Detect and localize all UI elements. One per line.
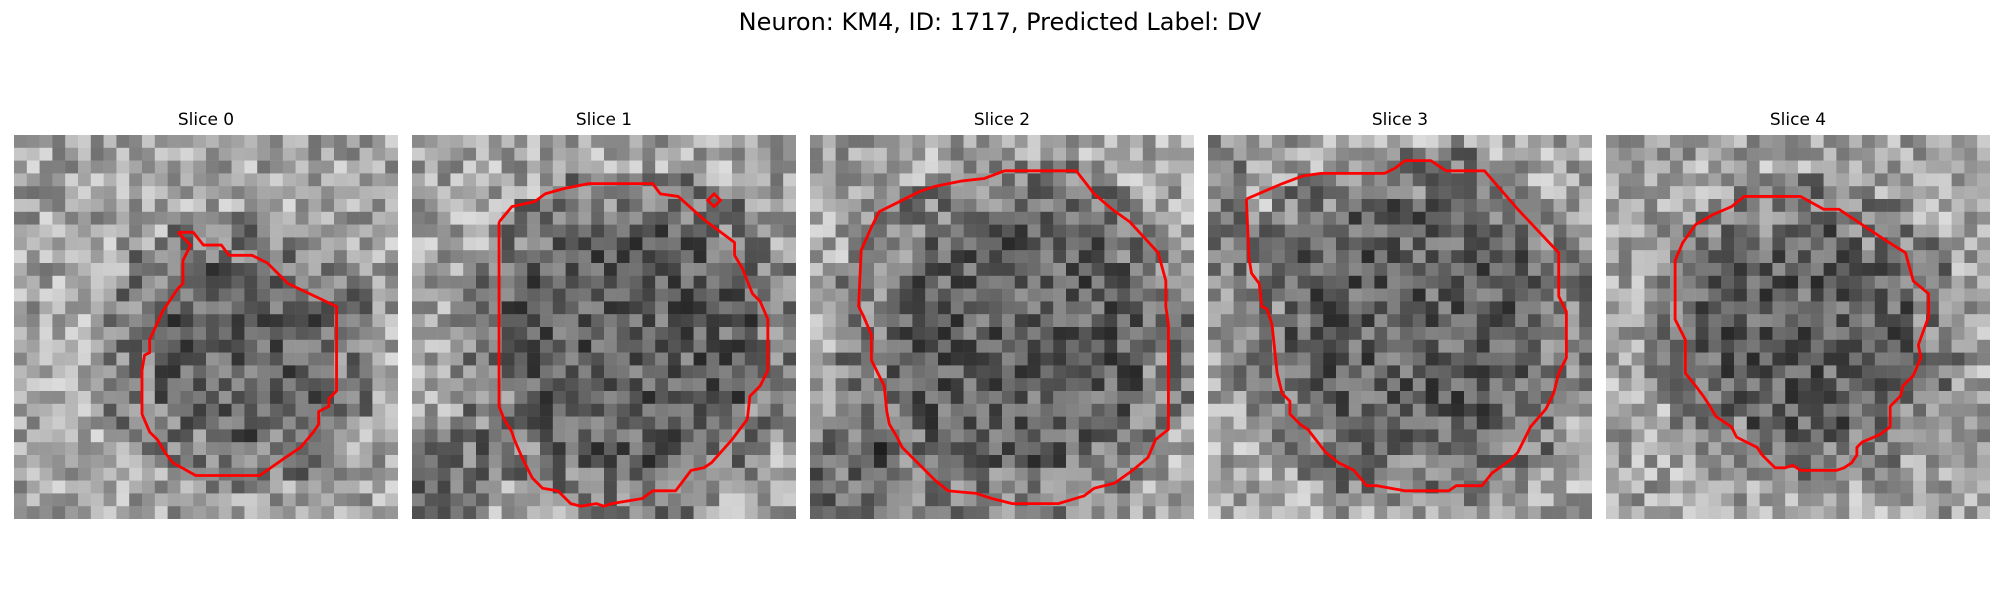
microscopy-image — [1606, 135, 1990, 519]
slice-title-0: Slice 0 — [177, 110, 235, 130]
slice-panel-0 — [14, 135, 398, 519]
cell-contour — [1244, 159, 1568, 493]
microscopy-image — [1208, 135, 1592, 519]
microscopy-image — [14, 135, 398, 519]
cell-contour — [1673, 195, 1930, 472]
cell-contour — [497, 182, 770, 508]
microscopy-image — [810, 135, 1194, 519]
slice-panel-4 — [1606, 135, 1990, 519]
slice-title-4: Slice 4 — [1769, 110, 1827, 130]
slice-panel-3 — [1208, 135, 1592, 519]
slice-panel-2 — [810, 135, 1194, 519]
contour-artifact — [705, 191, 723, 209]
slice-panel-1 — [412, 135, 796, 519]
cell-contour — [857, 169, 1170, 506]
slice-title-2: Slice 2 — [973, 110, 1031, 130]
microscopy-image — [412, 135, 796, 519]
cell-contour — [140, 230, 338, 477]
slice-title-3: Slice 3 — [1371, 110, 1429, 130]
figure-title: Neuron: KM4, ID: 1717, Predicted Label: … — [738, 8, 1262, 36]
slice-title-1: Slice 1 — [575, 110, 633, 130]
